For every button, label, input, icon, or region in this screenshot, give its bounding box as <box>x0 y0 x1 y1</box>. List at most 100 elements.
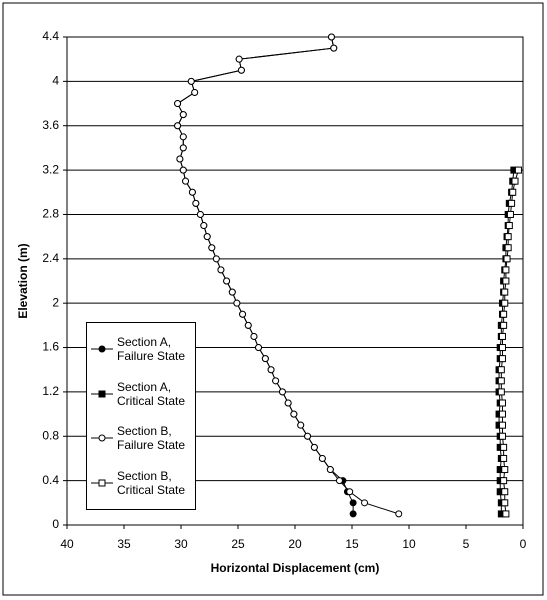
point <box>188 188 196 196</box>
point <box>272 377 280 385</box>
point <box>504 244 512 252</box>
point <box>514 166 522 174</box>
x-tick-label: 40 <box>60 537 74 551</box>
y-axis-label: Elevation (m) <box>16 243 30 318</box>
point <box>255 344 263 352</box>
y-tick-label: 0 <box>52 517 59 531</box>
point <box>98 479 106 487</box>
point <box>297 421 305 429</box>
y-tick-label: 0.8 <box>42 428 59 442</box>
legend-entry: Section A, Failure State <box>87 335 195 363</box>
point <box>228 288 236 296</box>
legend-label: Section A, Failure State <box>117 335 186 364</box>
legend-label: Section B, Critical State <box>117 468 186 497</box>
x-tick-label: 10 <box>402 537 416 551</box>
point <box>508 199 516 207</box>
point <box>501 499 509 507</box>
point <box>500 443 508 451</box>
point <box>174 122 182 130</box>
point <box>500 321 508 329</box>
point <box>250 332 258 340</box>
y-tick-label: 3.6 <box>42 118 59 132</box>
legend-icon <box>91 434 113 442</box>
point <box>187 77 195 85</box>
point <box>98 345 106 353</box>
point <box>330 44 338 52</box>
point <box>501 288 509 296</box>
legend-entry: Section B, Failure State <box>87 424 195 452</box>
point <box>361 499 369 507</box>
point <box>208 244 216 252</box>
point <box>505 222 513 230</box>
point <box>98 434 106 442</box>
point <box>509 188 517 196</box>
x-tick-label: 20 <box>288 537 302 551</box>
point <box>498 399 506 407</box>
point <box>223 277 231 285</box>
point <box>498 410 506 418</box>
point <box>501 299 509 307</box>
x-tick-label: 25 <box>231 537 245 551</box>
point <box>304 432 312 440</box>
point <box>395 510 403 518</box>
point <box>278 388 286 396</box>
y-tick-label: 2.8 <box>42 207 59 221</box>
point <box>290 410 298 418</box>
point <box>318 454 326 462</box>
point <box>502 266 510 274</box>
point <box>335 477 343 485</box>
y-tick-label: 2.4 <box>42 251 59 265</box>
point <box>502 277 510 285</box>
point <box>497 366 505 374</box>
point <box>501 488 509 496</box>
point <box>217 266 225 274</box>
point <box>261 355 269 363</box>
point <box>349 510 357 518</box>
point <box>212 255 220 263</box>
point <box>196 210 204 218</box>
legend-label: Section A, Critical State <box>117 379 186 408</box>
point <box>498 344 506 352</box>
y-tick-label: 1.6 <box>42 340 59 354</box>
legend-label: Section B, Failure State <box>117 424 186 453</box>
y-tick-label: 4.4 <box>42 29 59 43</box>
point <box>500 454 508 462</box>
point <box>191 88 199 96</box>
point <box>310 443 318 451</box>
x-tick-label: 30 <box>174 537 188 551</box>
point <box>182 177 190 185</box>
point <box>349 499 357 507</box>
point <box>497 388 505 396</box>
point <box>504 233 512 241</box>
point <box>501 466 509 474</box>
point <box>179 111 187 119</box>
point <box>174 100 182 108</box>
point <box>203 233 211 241</box>
point <box>235 55 243 63</box>
point <box>179 166 187 174</box>
point <box>326 466 334 474</box>
y-tick-label: 2 <box>52 295 59 309</box>
legend-entry: Section A, Critical State <box>87 380 195 408</box>
legend: Section A, Failure State Section A, Criti… <box>86 322 196 510</box>
point <box>179 144 187 152</box>
legend-icon <box>91 479 113 487</box>
point <box>498 332 506 340</box>
point <box>284 399 292 407</box>
legend-icon <box>91 345 113 353</box>
point <box>346 488 354 496</box>
point <box>498 432 506 440</box>
point <box>327 33 335 41</box>
plot-area <box>66 36 524 526</box>
point <box>503 255 511 263</box>
point <box>233 299 241 307</box>
x-tick-label: 0 <box>520 537 527 551</box>
x-tick-label: 15 <box>345 537 359 551</box>
point <box>500 310 508 318</box>
point <box>267 366 275 374</box>
x-tick-label: 5 <box>463 537 470 551</box>
point <box>497 377 505 385</box>
point <box>506 210 514 218</box>
